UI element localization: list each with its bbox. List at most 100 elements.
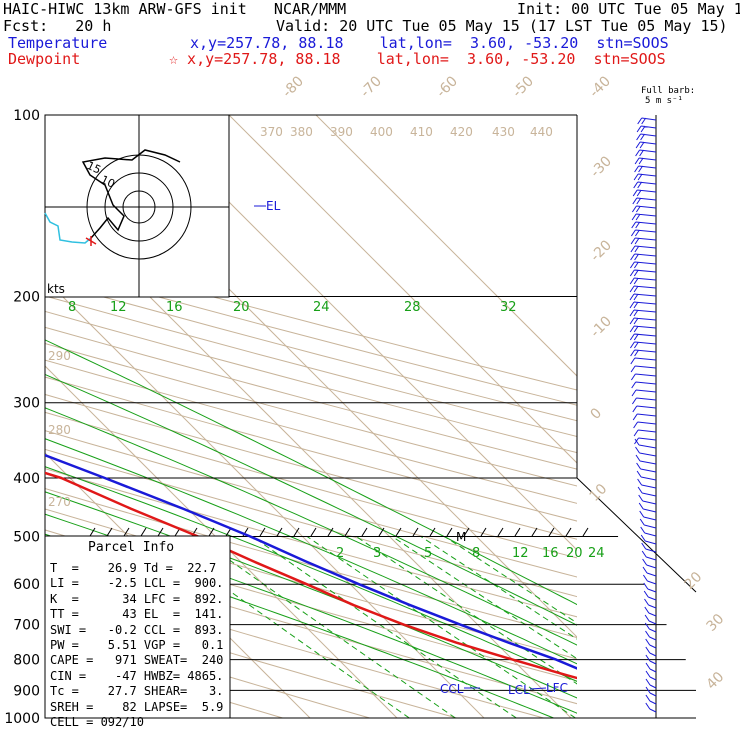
isotherm-label: -60	[434, 73, 461, 100]
pressure-tick-label: 600	[13, 577, 40, 593]
wind-barb	[629, 333, 657, 341]
lcl-label: LCL	[508, 683, 530, 697]
wind-level-tick	[293, 527, 300, 537]
mixing-ratio-label: 16	[166, 300, 183, 315]
wind-barb	[632, 405, 657, 413]
isotherm-label: -40	[587, 73, 614, 100]
isotherm-line	[315, 115, 577, 377]
mixing-ratio-label: 24	[588, 546, 605, 561]
wind-level-tick	[548, 527, 555, 537]
isotherm-label: -70	[358, 73, 385, 100]
mixing-ratio-line	[444, 536, 577, 624]
wind-barb	[644, 614, 657, 625]
wind-barb	[629, 341, 657, 349]
mixing-ratio-label: 32	[500, 300, 517, 315]
wind-barb	[645, 670, 657, 681]
wind-barb	[630, 253, 657, 261]
hodograph-upper-trace	[81, 149, 181, 239]
wind-barb	[644, 598, 657, 609]
dry-adiabat-line	[45, 310, 577, 454]
wind-barb	[643, 582, 657, 593]
wind-barb	[629, 261, 657, 269]
wind-barb	[634, 438, 657, 449]
parcel-info-frame	[44, 535, 231, 719]
pressure-tick-label: 1000	[4, 711, 40, 727]
wind-barb	[633, 181, 657, 189]
dry-adiabat-line	[45, 326, 577, 470]
isotherm-label: -50	[510, 73, 537, 100]
parcel-info-row: SREH = 82 LAPSE= 5.9	[50, 699, 224, 714]
wind-barb	[642, 558, 657, 569]
storm-motion-marker	[85, 236, 97, 246]
wind-barb	[632, 189, 657, 197]
mixing-ratio-label: 5	[424, 546, 432, 561]
wind-barb	[629, 269, 657, 277]
wind-barb	[640, 534, 657, 545]
wind-level-tick	[463, 527, 470, 537]
isotherm-label: 30	[704, 611, 728, 635]
wind-barb	[634, 157, 657, 165]
isotherm-line	[141, 115, 577, 551]
wind-level-tick	[344, 527, 351, 537]
hodograph-unit: kts	[47, 282, 65, 296]
wind-barb	[645, 662, 657, 673]
wind-barb	[629, 309, 657, 317]
wind-level-tick	[531, 527, 538, 537]
wind-barb	[645, 654, 657, 665]
dry-adiabat-line	[45, 265, 577, 406]
dry-adiabat-line	[45, 596, 457, 718]
wind-level-tick	[327, 527, 334, 537]
wind-barb	[645, 678, 657, 689]
temperature-profile	[45, 453, 577, 670]
wind-barb	[630, 357, 657, 365]
mixing-ratio-label: 28	[404, 300, 421, 315]
pressure-tick-label: 700	[13, 618, 40, 634]
dry-adiabat-line	[45, 573, 544, 718]
hodograph-lower-trace	[44, 212, 92, 244]
theta-label: 410	[410, 125, 433, 139]
mixing-ratio-label: 8	[472, 546, 480, 561]
isotherm-label: -80	[280, 73, 307, 100]
theta-label: 270	[48, 495, 71, 509]
wind-barb	[629, 301, 657, 309]
wind-barb	[629, 293, 657, 301]
mixing-ratio-label: 8	[68, 300, 76, 315]
wind-barb	[635, 141, 657, 149]
barb-legend-unit: 5 m s⁻¹	[645, 96, 683, 106]
dry-adiabat-line	[45, 487, 577, 639]
dewpoint-legend-label: Dewpoint	[8, 50, 81, 68]
mixing-ratio-line	[195, 536, 456, 718]
parcel-info-row: TT = 43 EL = 141.	[50, 607, 224, 622]
pressure-tick-label: 500	[13, 529, 40, 545]
wind-barb	[635, 446, 657, 457]
pressure-tick-label: 100	[13, 108, 40, 124]
wind-barb	[629, 317, 657, 325]
isotherm-label: -20	[588, 237, 615, 264]
dewpoint-station-info: ☆ x,y=257.78, 88.18 lat,lon= 3.60, -53.2…	[169, 50, 666, 68]
wind-barb	[633, 429, 657, 437]
wind-level-tick	[89, 527, 96, 537]
wind-level-tick	[259, 527, 266, 537]
wind-level-tick	[395, 527, 402, 537]
isotherm-label: 20	[682, 569, 706, 593]
wind-barb	[639, 510, 657, 521]
lfc-tick	[529, 687, 547, 690]
dry-adiabat-line	[45, 280, 577, 422]
parcel-info-row: CELL = 092/10	[50, 715, 144, 729]
theta-label: 400	[370, 125, 393, 139]
isotherm-label: -30	[588, 153, 615, 180]
wind-barb	[631, 213, 657, 221]
mixing-ratio-label: 16	[542, 546, 559, 561]
wind-barb	[630, 373, 657, 381]
wind-barb	[629, 285, 657, 293]
wind-level-tick	[446, 527, 453, 537]
wind-barb	[630, 245, 657, 253]
wind-level-tick	[497, 527, 504, 537]
dry-adiabat-line	[45, 430, 577, 578]
pressure-tick-label: 200	[13, 290, 40, 306]
parcel-info-row: K = 34 LFC = 892.	[50, 591, 224, 606]
valid-time: Valid: 20 UTC Tue 05 May 15 (17 LST Tue …	[276, 17, 728, 35]
dry-adiabat-line	[45, 342, 577, 487]
